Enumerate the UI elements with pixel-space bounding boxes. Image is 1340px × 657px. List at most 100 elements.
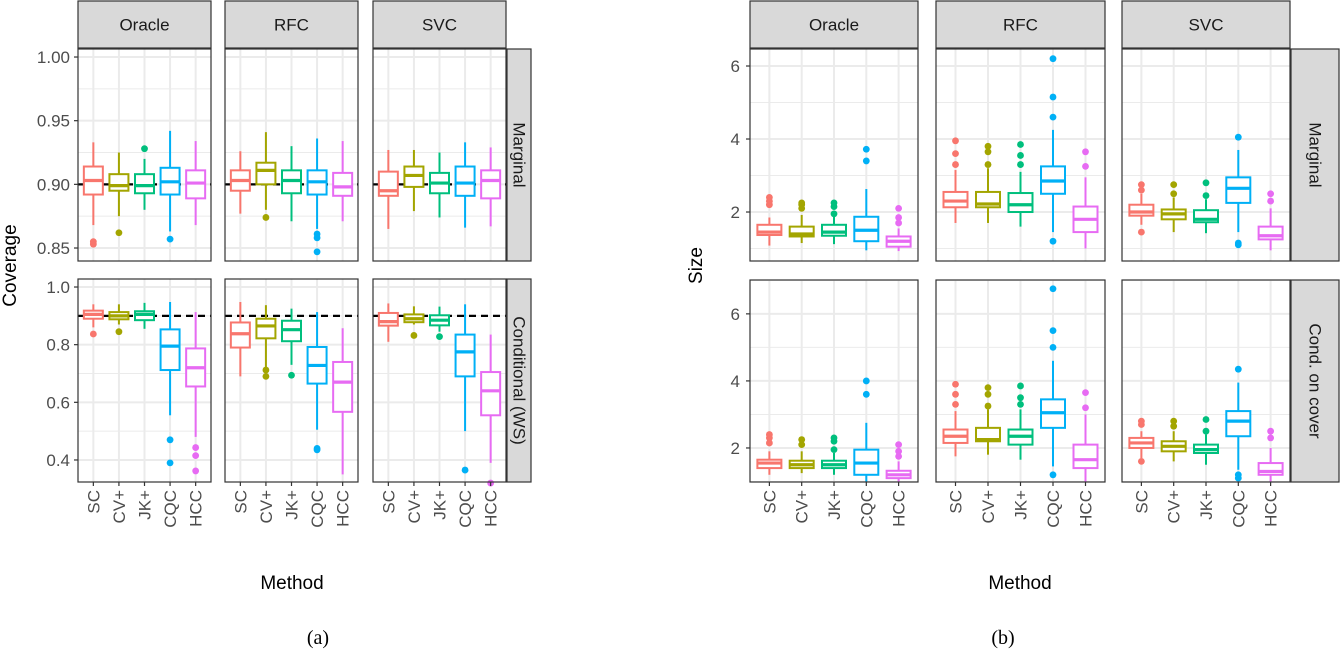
boxplot-cv-plus <box>255 305 277 380</box>
outlier-point <box>192 452 200 460</box>
outlier-point <box>1267 427 1275 435</box>
x-tick-label: JK+ <box>283 490 302 520</box>
chart-a: Oracle RFC SVC Marginal 0.85 0.90 0.95 1.00 Cond… <box>0 0 532 649</box>
facet-strip-rfc <box>935 0 1106 49</box>
outlier-point <box>89 240 97 248</box>
x-tick-label: CQC <box>1044 490 1063 528</box>
box <box>756 223 783 237</box>
x-tick-label: CQC <box>857 490 876 528</box>
box <box>255 317 277 340</box>
outlier-point <box>313 248 321 256</box>
figure-caption: (b) <box>991 627 1014 649</box>
row-strip <box>1290 279 1340 483</box>
row-strip <box>1290 48 1340 262</box>
boxplot-hcc <box>185 312 207 475</box>
box <box>454 165 476 197</box>
outlier-point <box>1234 471 1242 479</box>
boxplot-cv-plus <box>975 142 1001 223</box>
facet-strip-label: RFC <box>1003 16 1038 35</box>
x-tick-label: HCC <box>482 490 501 527</box>
outlier-point <box>984 384 992 392</box>
panel-svc-row-1 <box>1121 48 1291 262</box>
box <box>108 173 130 192</box>
outlier-point <box>830 434 838 442</box>
boxplot-cqc <box>159 130 181 243</box>
y-axis-title: Size <box>686 247 707 284</box>
boxplot-cv-plus <box>108 152 130 237</box>
facet-strip-label: Oracle <box>809 16 859 35</box>
outlier-point <box>798 436 806 443</box>
y-tick-label: 4 <box>731 372 740 391</box>
y-tick-label: 0.90 <box>37 175 70 194</box>
x-tick-label: CQC <box>456 490 475 528</box>
outlier-point <box>798 199 806 207</box>
outlier-point <box>1234 365 1242 373</box>
boxplot-jk-plus <box>1193 416 1219 465</box>
boxplot-cv-plus <box>255 132 277 221</box>
box <box>1257 225 1284 241</box>
x-tick-label: CV+ <box>110 490 129 524</box>
outlier-point <box>862 390 870 398</box>
boxplot-cqc <box>1225 133 1252 249</box>
boxplot-hcc <box>332 328 354 475</box>
panel-rfc-row-1 <box>224 48 359 262</box>
box <box>821 223 847 237</box>
facet-strip-svc <box>372 0 507 49</box>
y-tick-label: 1.00 <box>37 48 70 67</box>
panel-border <box>935 48 1106 262</box>
boxplot-sc <box>82 304 104 338</box>
facet-strip-oracle <box>77 0 212 49</box>
row-strip-label: Cond. on cover <box>1306 323 1325 439</box>
boxplot-hcc <box>1257 427 1284 482</box>
y-axis-title: Coverage <box>0 224 21 306</box>
outlier-point <box>1049 55 1057 63</box>
box <box>1072 443 1099 470</box>
x-tick-label: SC <box>379 490 398 514</box>
outlier-point <box>798 441 806 449</box>
outlier-point <box>1234 133 1242 141</box>
box <box>480 371 502 417</box>
outlier-point <box>1137 417 1145 425</box>
box <box>1128 203 1155 217</box>
boxplot-jk-plus <box>134 145 155 210</box>
x-tick-label: SC <box>231 490 250 514</box>
outlier-point <box>952 150 959 158</box>
x-tick-label: CV+ <box>1165 490 1184 524</box>
panel-border <box>749 48 919 262</box>
outlier-point <box>1082 404 1089 412</box>
outlier-point <box>862 145 870 153</box>
outlier-point <box>1267 190 1275 198</box>
x-tick-label: CV+ <box>793 490 812 524</box>
outlier-point <box>765 194 773 201</box>
outlier-point <box>895 447 903 455</box>
panel-oracle-row-2: SC CV+ JK+ CQC HCC <box>77 278 212 528</box>
box <box>1225 176 1252 204</box>
x-tick-label: SC <box>84 490 103 514</box>
outlier-point <box>1049 237 1057 245</box>
x-tick-label: CQC <box>308 490 327 528</box>
box <box>255 161 277 186</box>
outlier-point <box>115 229 123 237</box>
panel-rfc-row-2: SC CV+ JK+ CQC HCC <box>224 278 359 528</box>
x-tick-label: HCC <box>187 490 206 527</box>
panel-svc-row-2: SC CV+ JK+ CQC HCC <box>1121 279 1291 528</box>
outlier-point <box>141 145 148 153</box>
boxplot-sc <box>1128 417 1155 465</box>
outlier-point <box>1017 400 1024 408</box>
boxplot-hcc <box>185 141 207 226</box>
outlier-point <box>1267 197 1275 205</box>
boxplot-cqc <box>853 377 880 482</box>
panel-rfc-row-2: SC CV+ JK+ CQC HCC <box>935 279 1106 528</box>
panel-border <box>224 48 359 262</box>
box <box>134 173 155 195</box>
facet-strip-rfc <box>224 0 359 49</box>
outlier-point <box>192 467 200 475</box>
outlier-point <box>262 214 270 221</box>
outlier-point <box>1049 93 1057 101</box>
facet-strip-label: SVC <box>1189 16 1224 35</box>
box <box>788 225 815 238</box>
outlier-point <box>313 446 321 454</box>
box <box>332 171 354 197</box>
x-tick-label: HCC <box>1077 490 1096 527</box>
boxplot-cqc <box>1040 55 1066 245</box>
